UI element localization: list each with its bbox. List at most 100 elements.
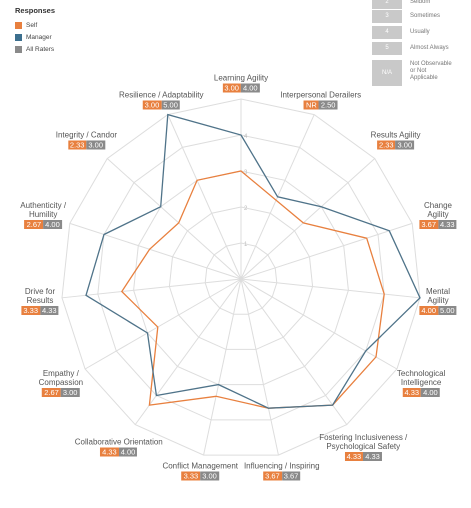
- scale-label: Sometimes: [410, 13, 441, 19]
- spoke: [240, 278, 398, 370]
- score-box: 3.67: [419, 219, 438, 229]
- score-box: 3.00: [222, 83, 241, 93]
- scale-label: Seldom: [410, 0, 431, 5]
- grid-ring: [97, 134, 385, 421]
- score-box: 5.00: [438, 305, 457, 315]
- legend-swatch: [15, 34, 22, 41]
- axis-label-group: Resilience / Adaptability 3.00 5.00: [119, 90, 204, 110]
- legend-entry: Manager: [15, 34, 52, 41]
- score-row: 3.33 3.00: [162, 470, 238, 481]
- r-tick-label: 2: [244, 206, 248, 212]
- axis-label: Integrity / Candor: [55, 130, 118, 140]
- grid-ring: [61, 98, 421, 456]
- score-row: NR 2.50: [280, 99, 361, 110]
- grid-ring: [168, 206, 314, 350]
- axis-label: Conflict Management: [162, 461, 239, 471]
- axis-label: Authenticity / Humility: [20, 200, 67, 219]
- legend-label: All Raters: [26, 46, 55, 54]
- legend-entry: All Raters: [15, 46, 54, 53]
- score-box: 2.50: [318, 100, 338, 110]
- axis-label-group: Empathy / Compassion 2.67 3.00: [39, 369, 83, 397]
- score-box: 3.00: [395, 140, 415, 150]
- score-box: 2.67: [24, 219, 44, 229]
- series-line: [85, 113, 421, 409]
- score-row: 3.67 4.33: [419, 219, 457, 229]
- axis-label: Mental Agility: [425, 286, 450, 305]
- legend-swatch: [15, 46, 22, 53]
- score-box: NR: [303, 100, 319, 110]
- score-row: 3.67 3.67: [244, 470, 320, 481]
- score-box: 3.00: [142, 100, 162, 110]
- score-box: 4.00: [421, 388, 440, 397]
- score-box: 4.00: [240, 83, 260, 93]
- axis-label-group: Results Agility 2.33 3.00: [370, 130, 421, 150]
- score-box: 4.00: [43, 219, 62, 229]
- axis-label: Change Agility: [423, 200, 453, 219]
- axis-label-group: Mental Agility 4.00 5.00: [419, 286, 457, 315]
- score-row: 3.33 4.33: [21, 305, 59, 315]
- score-box: 2.33: [67, 140, 87, 150]
- legend-swatch: [15, 22, 22, 29]
- spoke: [84, 278, 242, 370]
- spoke: [203, 278, 242, 456]
- score-row: 2.33 3.00: [371, 139, 421, 150]
- scale-key: N/A: [372, 60, 402, 86]
- legend-label: Manager: [26, 34, 52, 42]
- scale-label: Almost Always: [410, 45, 449, 51]
- grid-ring: [133, 170, 349, 386]
- r-tick-label: 4: [244, 134, 248, 140]
- series-line: [120, 170, 385, 409]
- score-row: 4.33 4.33: [319, 451, 407, 462]
- score-row: 4.33 4.00: [397, 387, 445, 397]
- score-row: 2.67 4.00: [20, 219, 66, 229]
- spoke: [106, 158, 242, 280]
- axis-label-group: Drive for Results 3.33 4.33: [21, 286, 59, 315]
- axis-label-group: Authenticity / Humility 2.67 4.00: [20, 201, 66, 229]
- score-box: 4.33: [402, 388, 422, 397]
- scale-key: 3: [372, 10, 402, 23]
- score-box: 4.33: [40, 305, 59, 315]
- score-box: 3.00: [200, 471, 219, 481]
- scale-key: 5: [372, 42, 402, 55]
- score-box: 3.33: [21, 305, 40, 315]
- axis-label-group: Learning Agility 3.00 4.00: [214, 74, 268, 93]
- legend-label: Self: [26, 22, 38, 30]
- axis-label: Influencing / Inspiring: [243, 461, 320, 471]
- scale-label: Not Observable or Not Applicable: [410, 61, 452, 81]
- legend-entry: Self: [15, 22, 37, 29]
- r-tick-label: 1: [244, 242, 248, 248]
- spoke: [240, 158, 376, 280]
- axis-label: Results Agility: [370, 130, 421, 140]
- axis-label: Collaborative Orientation: [74, 437, 163, 447]
- score-row: 2.33 3.00: [56, 139, 117, 150]
- spoke: [240, 222, 413, 280]
- axis-label: Fostering Inclusiveness / Psychological …: [319, 433, 408, 452]
- axis-label: Technological Intelligence: [396, 369, 446, 387]
- score-box: 4.00: [419, 305, 438, 315]
- spoke: [240, 278, 279, 456]
- axis-label: Interpersonal Derailers: [280, 90, 362, 100]
- score-row: 4.00 5.00: [419, 305, 457, 315]
- axis-label-group: Influencing / Inspiring 3.67 3.67: [243, 461, 320, 481]
- score-box: 4.00: [118, 447, 138, 457]
- score-box: 4.33: [344, 452, 364, 462]
- spoke: [134, 278, 242, 425]
- spoke: [240, 278, 421, 299]
- score-box: 3.00: [86, 140, 106, 150]
- spoke: [61, 278, 242, 299]
- score-row: 2.67 3.00: [39, 387, 83, 397]
- score-box: 5.00: [161, 100, 180, 110]
- grid-ring: [204, 242, 278, 315]
- spoke: [240, 278, 348, 425]
- axis-label-group: Conflict Management 3.33 3.00: [162, 461, 239, 481]
- axis-label: Empathy / Compassion: [38, 369, 84, 387]
- axis-label-group: Integrity / Candor 2.33 3.00: [55, 130, 118, 150]
- score-box: 2.33: [376, 140, 396, 150]
- axis-label: Drive for Results: [24, 286, 56, 305]
- axis-label: Resilience / Adaptability: [119, 90, 204, 100]
- spoke: [167, 114, 242, 280]
- axis-label-group: Change Agility 3.67 4.33: [419, 200, 457, 229]
- score-box: 4.33: [363, 452, 382, 462]
- axis-label-group: Collaborative Orientation 4.33 4.00: [75, 438, 163, 457]
